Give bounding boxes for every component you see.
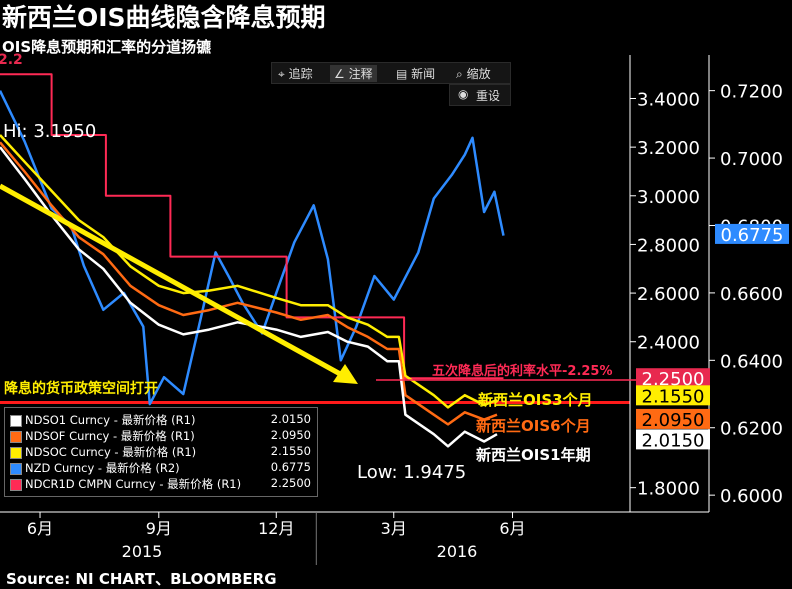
value-flag-label: 0.6775 xyxy=(721,225,784,246)
legend-value: 0.6775 xyxy=(270,460,311,474)
x-year-label: 2015 xyxy=(122,542,163,561)
legend-item[interactable]: NDSOF Curncy - 最新价格 (R1) 2.0950 xyxy=(5,428,317,443)
legend-name: NZD Curncy - 最新价格 (R2) xyxy=(25,461,180,475)
series-line-4 xyxy=(0,73,504,380)
legend-item[interactable]: NDSO1 Curncy - 最新价格 (R1) 2.0150 xyxy=(5,412,317,427)
series-layer xyxy=(0,73,505,448)
chart-subtitle: OIS降息预期和汇率的分道扬镳 xyxy=(2,38,212,56)
legend-value: 2.1550 xyxy=(270,444,311,458)
legend-name: NDSOF Curncy - 最新价格 (R1) xyxy=(25,429,195,443)
legend: NDSO1 Curncy - 最新价格 (R1) 2.0150 NDSOF Cu… xyxy=(4,407,318,497)
x-tick-label: 9月 xyxy=(146,519,172,538)
news-icon: ▤ xyxy=(396,67,408,81)
top-fragment-label: 2.2 xyxy=(0,52,23,68)
crosshair-icon: ⌖ xyxy=(278,67,285,81)
value-flag xyxy=(636,408,710,429)
right-tick-label: 0.7200 xyxy=(720,82,783,103)
trend-arrow-head xyxy=(333,364,358,384)
legend-item[interactable]: NDCR1D CMPN Curncy - 最新价格 (R1) 2.2500 xyxy=(5,476,317,491)
value-flag-label: 2.0950 xyxy=(642,410,705,431)
value-flag xyxy=(715,223,789,244)
legend-swatch xyxy=(10,415,22,427)
legend-swatch xyxy=(10,431,22,443)
zoom-label: 缩放 xyxy=(466,67,491,81)
legend-name: NDSO1 Curncy - 最新价格 (R1) xyxy=(25,413,196,427)
right-tick-label: 0.6200 xyxy=(720,419,783,440)
rate-label: 五次降息后的利率水平-2.25% xyxy=(432,363,613,379)
magnifier-icon: ⌕ xyxy=(456,67,463,81)
annotate-button[interactable]: ∠ 注释 xyxy=(330,65,377,82)
low-label: Low: 1.9475 xyxy=(357,462,466,483)
chart-title: 新西兰OIS曲线隐含降息预期 xyxy=(2,3,326,32)
axis-layer: 6月 9月 12月 3月 6月 2015 2016 1.8000 2.4000 2.6000 2.8… xyxy=(0,55,783,565)
x-tick-label: 6月 xyxy=(27,519,53,538)
value-flag xyxy=(636,368,710,389)
legend-value: 2.0950 xyxy=(270,428,311,442)
series-line-0 xyxy=(0,146,498,448)
left-tick-label: 3.0000 xyxy=(637,187,700,208)
reset-label: 重设 xyxy=(476,89,501,103)
legend-name: NDSOC Curncy - 最新价格 (R1) xyxy=(25,445,197,459)
left-tick-label: 3.4000 xyxy=(637,89,700,110)
x-tick-label: 12月 xyxy=(258,519,294,538)
value-flag xyxy=(636,429,710,450)
left-tick-label: 2.4000 xyxy=(637,333,700,354)
ois6-label: 新西兰OIS6个月 xyxy=(476,417,591,435)
track-label: 追踪 xyxy=(288,67,313,81)
value-flag xyxy=(636,385,710,406)
arrow-label: 降息的货币政策空间打开 xyxy=(4,380,158,397)
zoom-button[interactable]: ⌕ 缩放 xyxy=(456,65,491,82)
value-flag-label: 2.1550 xyxy=(642,386,705,407)
pencil-icon: ∠ xyxy=(334,67,345,81)
right-tick-label: 0.6000 xyxy=(720,486,783,507)
reset-button[interactable]: ◉ 重设 xyxy=(449,84,511,106)
left-tick-label: 2.8000 xyxy=(637,235,700,256)
ois1y-label: 新西兰OIS1年期 xyxy=(476,446,591,464)
value-flag-label: 2.0150 xyxy=(642,430,705,451)
news-button[interactable]: ▤ 新闻 xyxy=(396,65,435,82)
right-tick-label: 0.6600 xyxy=(720,284,783,305)
legend-swatch xyxy=(10,479,22,491)
series-line-1 xyxy=(0,141,498,426)
source-footer: Source: NI CHART、BLOOMBERG xyxy=(6,570,277,588)
series-line-2 xyxy=(0,134,498,409)
legend-value: 2.0150 xyxy=(270,412,311,426)
left-tick-label: 2.6000 xyxy=(637,284,700,305)
trend-arrow-line xyxy=(0,183,344,378)
value-flag-label: 2.2500 xyxy=(642,369,705,390)
chart-toolbar: ⌖ 追踪 ∠ 注释 ▤ 新闻 ⌕ 缩放 xyxy=(271,62,511,84)
legend-item[interactable]: NDSOC Curncy - 最新价格 (R1) 2.1550 xyxy=(5,444,317,459)
legend-swatch xyxy=(10,447,22,459)
legend-item[interactable]: NZD Curncy - 最新价格 (R2) 0.6775 xyxy=(5,460,317,475)
ois3-label: 新西兰OIS3个月 xyxy=(478,391,593,409)
annotate-label: 注释 xyxy=(348,67,373,81)
right-tick-label: 0.7000 xyxy=(720,149,783,170)
legend-swatch xyxy=(10,463,22,475)
x-tick-label: 3月 xyxy=(381,519,407,538)
left-tick-label: 3.2000 xyxy=(637,138,700,159)
news-label: 新闻 xyxy=(411,67,436,81)
legend-value: 2.2500 xyxy=(270,476,311,490)
x-tick-label: 6月 xyxy=(499,519,525,538)
right-tick-label: 0.6400 xyxy=(720,351,783,372)
legend-name: NDCR1D CMPN Curncy - 最新价格 (R1) xyxy=(25,477,242,491)
x-year-label: 2016 xyxy=(437,542,478,561)
series-line-3 xyxy=(0,90,505,406)
reset-icon: ◉ xyxy=(458,87,469,101)
track-button[interactable]: ⌖ 追踪 xyxy=(278,65,313,82)
hi-label: Hi: 3.1950 xyxy=(3,121,96,142)
left-tick-label: 1.8000 xyxy=(637,479,700,500)
